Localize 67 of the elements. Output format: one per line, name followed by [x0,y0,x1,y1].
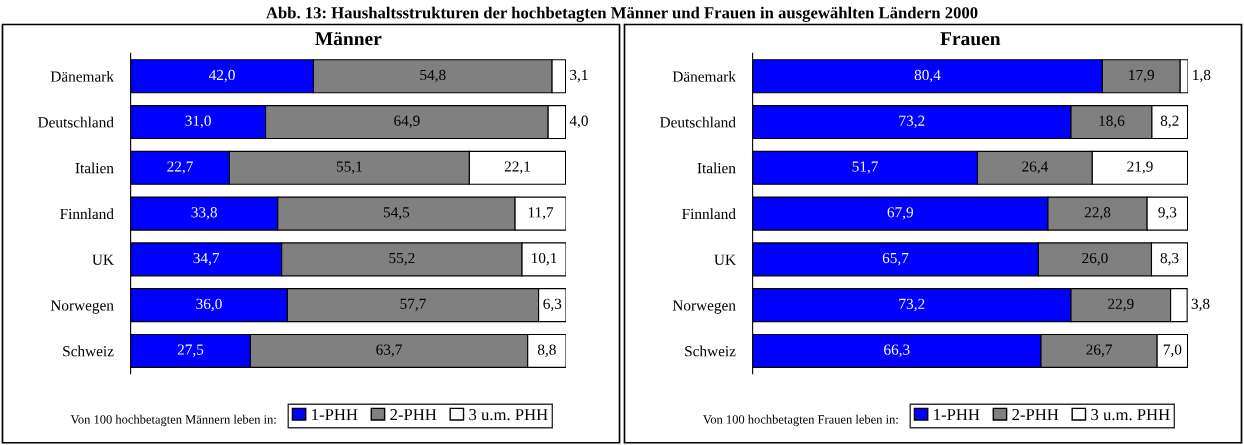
legend-label: 2-PHH [1012,409,1059,421]
data-label: 66,3 [884,344,910,357]
data-label: 31,0 [185,115,211,129]
y-tick-label: Dänemark [50,70,114,82]
legend-title: Von 100 hochbetagten Männern leben in: [70,414,276,427]
data-label: 54,8 [420,69,446,83]
data-label: 8,2 [1160,115,1179,129]
data-label: 55,2 [389,252,415,266]
data-label: 21,9 [1127,161,1153,174]
data-label: 26,7 [1086,344,1112,357]
data-label: 9,3 [1158,207,1177,220]
y-tick-label: Dänemark [672,70,736,82]
data-label: 54,5 [383,207,410,220]
data-label: 17,9 [1129,69,1154,83]
data-label: 73,2 [899,115,925,129]
data-label: 22,9 [1108,298,1134,312]
data-label: 3,8 [1191,298,1210,312]
y-tick-label: Schweiz [685,345,736,357]
y-tick-label: Italien [75,162,114,174]
data-label: 57,7 [400,298,426,312]
chart-subtitle: Frauen [940,32,1001,46]
data-label: 63,7 [376,344,402,357]
data-label: 73,2 [899,298,925,312]
data-label: 1,8 [1193,69,1211,83]
legend-title: Von 100 hochbetagten Frauen leben in: [703,414,898,427]
data-label: 26,0 [1082,252,1108,266]
legend-label: 3 u.m. PHH [469,409,548,421]
data-label: 34,7 [193,252,220,266]
y-tick-label: Norwegen [672,300,736,314]
data-label: 22,7 [167,161,193,174]
data-label: 80,4 [914,69,941,83]
y-tick-label: Italien [697,162,736,174]
data-label: 22,8 [1084,207,1111,220]
data-label: 65,7 [882,252,909,266]
data-label: 6,3 [543,298,562,312]
y-tick-label: Schweiz [63,345,114,357]
y-tick-label: Deutschland [660,116,736,128]
data-label: 8,8 [537,344,556,357]
data-label: 55,1 [336,161,362,174]
data-label: 42,0 [208,69,235,83]
data-label: 8,3 [1160,252,1179,266]
data-label: 4,0 [569,115,588,129]
y-tick-label: UK [714,254,736,265]
y-tick-label: Finnland [682,208,736,220]
legend-label: 2-PHH [390,409,437,421]
data-label: 7,0 [1163,344,1182,357]
y-tick-label: Finnland [60,208,114,220]
y-tick-label: UK [92,254,114,265]
legend-label: 1-PHH [934,409,980,421]
data-label: 36,0 [196,298,222,312]
y-tick-label: Deutschland [38,116,114,128]
data-label: 33,8 [191,207,217,220]
data-label: 18,6 [1099,115,1125,129]
data-label: 26,4 [1022,161,1049,174]
chart-subtitle: Männer [315,32,382,46]
data-label: 10,1 [532,252,557,266]
y-tick-label: Norwegen [50,300,114,314]
data-label: 51,7 [852,161,878,174]
data-label: 11,7 [528,207,554,220]
data-label: 3,1 [570,69,588,83]
legend-label: 1-PHH [312,409,358,421]
data-label: 27,5 [177,344,204,357]
text: Abb. 13: Haushaltsstrukturen der hochbetagten Männer und Frauen in ausgewählten Ländern 2000 [266,6,978,22]
legend-label: 3 u.m. PHH [1091,409,1170,421]
data-label: 64,9 [394,115,420,129]
data-label: 22,1 [504,161,530,174]
data-label: 67,9 [887,207,914,220]
